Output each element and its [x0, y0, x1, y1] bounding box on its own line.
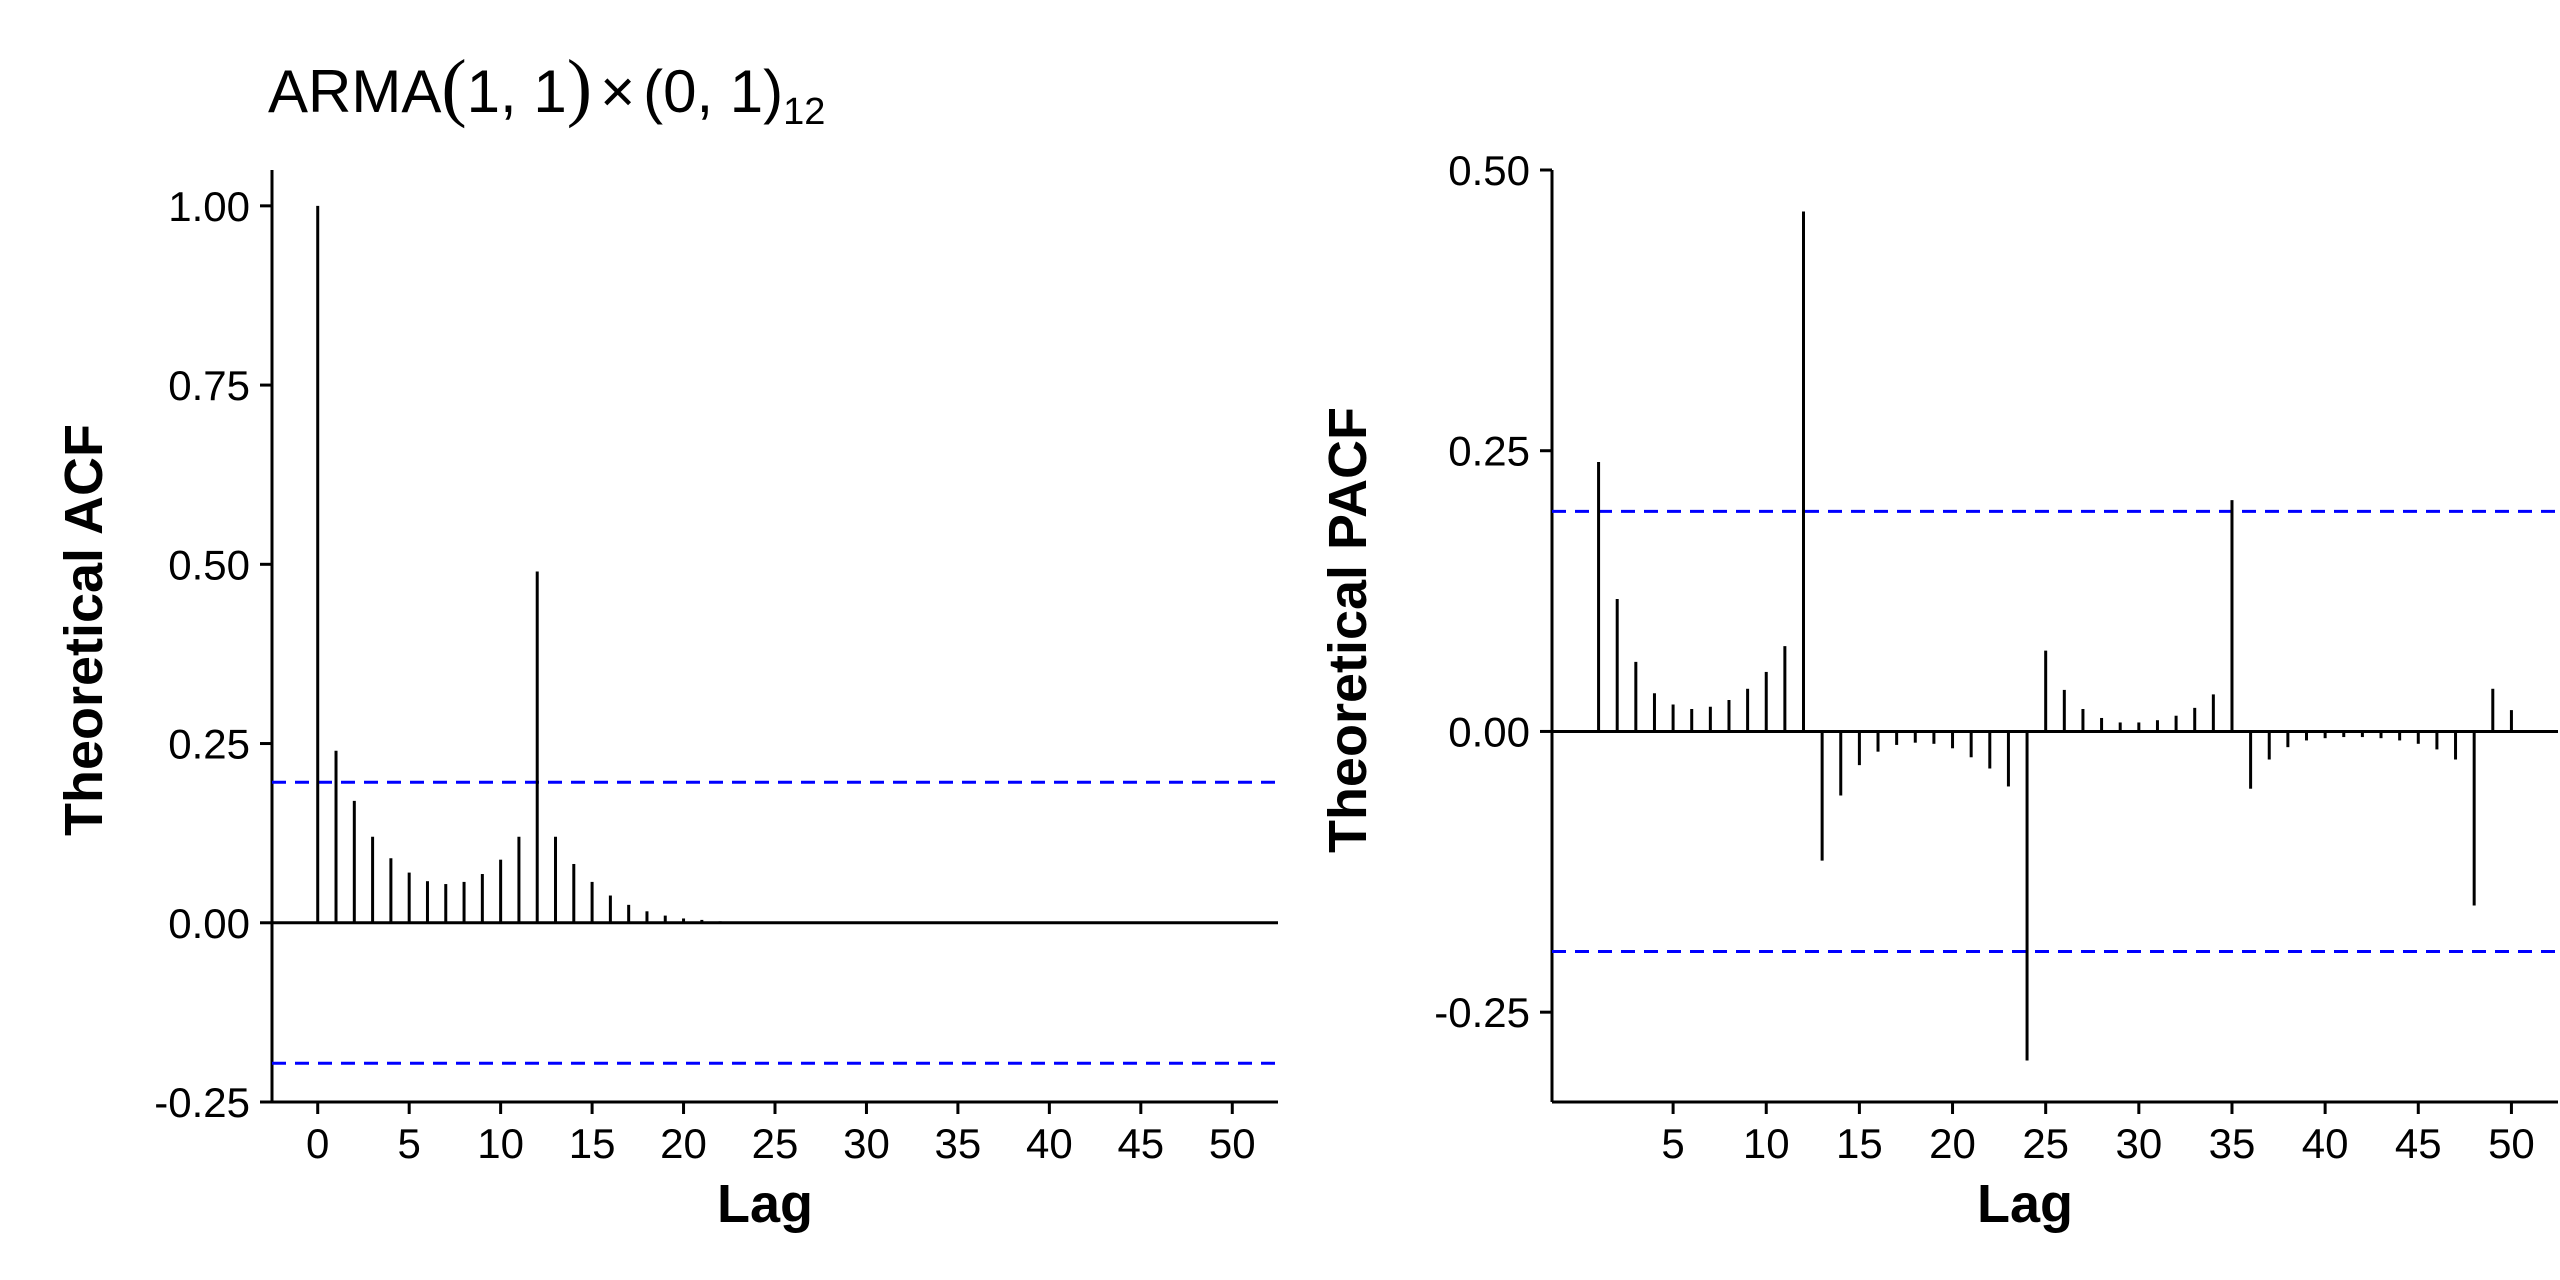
y-tick-label: -0.25 — [1434, 989, 1530, 1036]
x-tick-label: 15 — [569, 1120, 616, 1167]
x-tick-label: 10 — [477, 1120, 524, 1167]
x-tick-label: 0 — [306, 1120, 329, 1167]
x-tick-label: 25 — [2022, 1120, 2069, 1167]
x-tick-label: 45 — [1117, 1120, 1164, 1167]
title-times: × — [600, 58, 635, 125]
x-tick-label: 30 — [2115, 1120, 2162, 1167]
acf-x-axis-title: Lag — [717, 1174, 813, 1234]
x-tick-label: 10 — [1743, 1120, 1790, 1167]
x-tick-label: 35 — [2209, 1120, 2256, 1167]
x-tick-label: 5 — [398, 1120, 421, 1167]
x-tick-label: 40 — [2302, 1120, 2349, 1167]
x-tick-label: 35 — [935, 1120, 982, 1167]
y-tick-label: 0.00 — [1448, 708, 1530, 755]
acf-y-axis-title: Theoretical ACF — [54, 424, 114, 836]
x-tick-label: 20 — [1929, 1120, 1976, 1167]
y-tick-label: 0.00 — [168, 900, 250, 947]
pacf-y-axis-title: Theoretical PACF — [1318, 407, 1378, 853]
y-tick-label: 1.00 — [168, 183, 250, 230]
x-tick-label: 15 — [1836, 1120, 1883, 1167]
y-tick-label: 0.50 — [168, 541, 250, 588]
x-tick-label: 20 — [660, 1120, 707, 1167]
title-paren-open: ( — [441, 45, 466, 129]
x-tick-label: 30 — [843, 1120, 890, 1167]
x-tick-label: 25 — [752, 1120, 799, 1167]
y-tick-label: 0.25 — [1448, 428, 1530, 475]
title-paren-close: ) — [567, 45, 592, 129]
pacf-panel: -0.25 0.00 0.25 0.50 5 10 15 20 25 30 35 40 45 50 — [1434, 147, 2558, 1167]
acf-chart-title: ARMA(1, 1) × (0, 1)12 — [268, 45, 825, 133]
title-subscript: 12 — [783, 91, 825, 133]
title-text-b: (0, 1) — [643, 58, 783, 125]
x-tick-label: 5 — [1661, 1120, 1684, 1167]
x-tick-label: 40 — [1026, 1120, 1073, 1167]
x-tick-label: 45 — [2395, 1120, 2442, 1167]
title-inner: 1, 1 — [467, 58, 567, 125]
title-text-a: ARMA — [268, 58, 441, 125]
y-tick-label: 0.25 — [168, 721, 250, 768]
y-tick-label: -0.25 — [154, 1079, 250, 1126]
y-tick-label: 0.75 — [168, 362, 250, 409]
x-tick-label: 50 — [2488, 1120, 2535, 1167]
y-tick-label: 0.50 — [1448, 147, 1530, 194]
pacf-x-axis-title: Lag — [1977, 1174, 2073, 1234]
acf-panel: -0.25 0.00 0.25 0.50 0.75 1.00 0 5 10 15 20 25 30 35 4… — [154, 170, 1278, 1167]
x-tick-label: 50 — [1209, 1120, 1256, 1167]
